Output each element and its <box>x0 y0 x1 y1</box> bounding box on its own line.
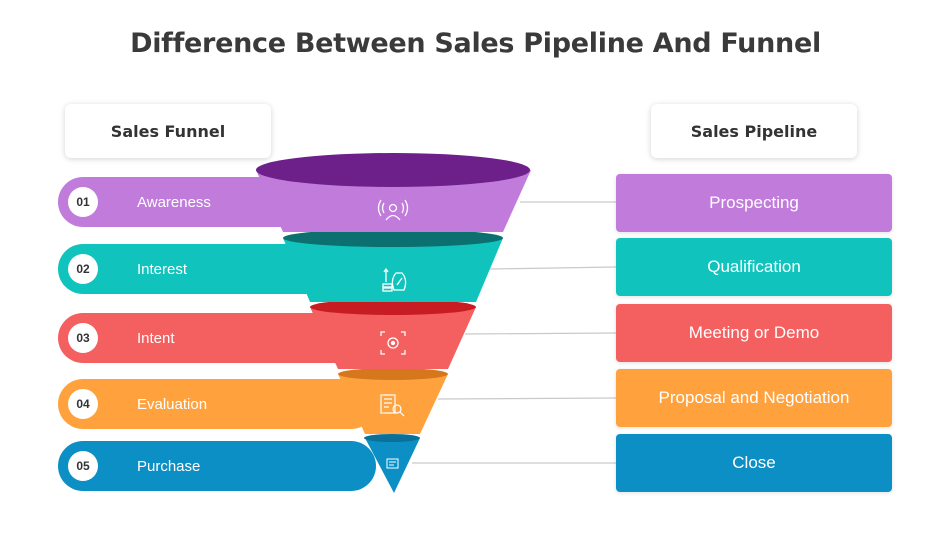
money-bag-percent-icon <box>382 267 407 292</box>
connector-lines <box>412 201 617 464</box>
sales-pipeline-header: Sales Pipeline <box>651 104 857 158</box>
checklist-magnifier-icon <box>380 394 405 417</box>
broadcast-person-icon <box>377 199 409 221</box>
page-title: Difference Between Sales Pipeline And Fu… <box>130 28 821 59</box>
pipeline-stage-qualification: Qualification <box>616 238 892 296</box>
cart-icon <box>386 458 399 469</box>
funnel-step-evaluation: 04 Evaluation <box>58 379 376 429</box>
step-label: Interest <box>137 260 188 278</box>
pipeline-stage-meeting-or-demo: Meeting or Demo <box>616 304 892 362</box>
funnel-layer-awareness <box>256 153 531 232</box>
connector-line <box>489 266 617 270</box>
step-number: 05 <box>68 451 98 481</box>
funnel-layer-purchase <box>364 434 420 493</box>
step-number: 02 <box>68 254 98 284</box>
step-label: Awareness <box>137 193 211 211</box>
step-number: 03 <box>68 323 98 353</box>
funnel-layer-intent <box>310 299 476 369</box>
funnel-layer-evaluation <box>338 368 448 434</box>
pipeline-stage-close: Close <box>616 434 892 492</box>
pipeline-stage-proposal-and-negotiation: Proposal and Negotiation <box>616 369 892 427</box>
step-label: Intent <box>137 329 175 347</box>
sales-funnel-header: Sales Funnel <box>65 104 271 158</box>
step-number: 01 <box>68 187 98 217</box>
step-label: Purchase <box>137 457 201 475</box>
funnel-step-purchase: 05 Purchase <box>58 441 376 491</box>
step-label: Evaluation <box>137 395 208 413</box>
step-number: 04 <box>68 389 98 419</box>
funnel-layer-interest <box>283 229 503 302</box>
connector-line <box>464 332 617 335</box>
target-focus-icon <box>380 331 406 355</box>
connector-line <box>437 397 617 400</box>
pipeline-stage-prospecting: Prospecting <box>616 174 892 232</box>
